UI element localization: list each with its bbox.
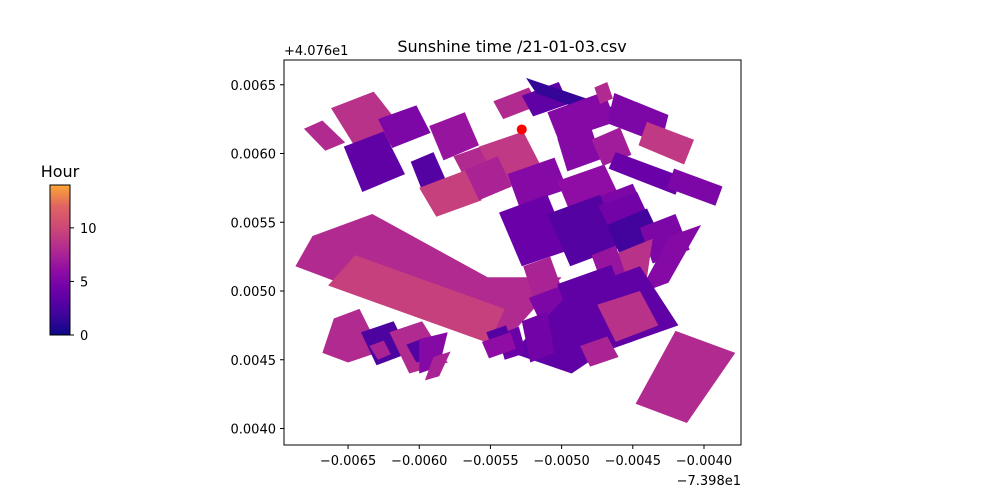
building-34 [328, 255, 505, 344]
building-40 [597, 291, 659, 342]
x-tick-label: −0.0055 [462, 454, 518, 469]
x-tick-label: −0.0050 [533, 454, 589, 469]
colorbar-gradient [49, 184, 71, 336]
building-52 [424, 351, 451, 381]
building-17 [594, 82, 613, 104]
building-53 [635, 330, 736, 423]
building-14 [547, 91, 616, 142]
x-axis: −0.0065 −0.0060 −0.0055 −0.0050 −0.0045 −0.00… [320, 445, 732, 469]
colorbar-tick-label: 10 [80, 222, 97, 237]
axes-frame [283, 59, 742, 446]
x-offset-label: −7.398e1 [677, 474, 741, 489]
y-tick-label: 0.0040 [231, 423, 277, 438]
y-axis: 0.0040 0.0045 0.0050 0.0055 0.0060 0.0065 [231, 79, 284, 438]
building-5 [429, 112, 479, 161]
y-tick-label: 0.0045 [231, 354, 277, 369]
building-16 [638, 121, 694, 165]
chart-title: Sunshine time /21-01-03.csv [397, 37, 626, 56]
building-30 [638, 225, 702, 294]
building-51 [419, 332, 448, 374]
x-tick-label: −0.0060 [391, 454, 447, 469]
y-offset-label: +4.076e1 [284, 44, 348, 59]
building-18 [557, 124, 602, 172]
building-2 [303, 120, 346, 151]
building-42 [521, 311, 555, 363]
y-tick-label: 0.0060 [231, 148, 277, 163]
buildings-layer [295, 77, 736, 423]
y-tick-label: 0.0055 [231, 216, 277, 231]
building-21 [667, 168, 723, 206]
building-3 [343, 131, 405, 192]
building-4 [378, 105, 431, 148]
colorbar-tick-label: 5 [80, 275, 88, 290]
plot-area: −0.0065 −0.0060 −0.0055 −0.0050 −0.0045 −0.00… [231, 59, 742, 469]
colorbar-tick-label: 0 [80, 329, 88, 344]
x-tick-label: −0.0045 [605, 454, 661, 469]
x-tick-label: −0.0065 [320, 454, 376, 469]
building-23 [557, 164, 619, 213]
building-20 [608, 152, 683, 195]
y-tick-label: 0.0050 [231, 285, 277, 300]
observer-marker [516, 124, 527, 135]
building-10 [464, 156, 512, 201]
y-tick-label: 0.0065 [231, 79, 277, 94]
colorbar-title: Hour [41, 162, 80, 181]
building-46 [322, 308, 381, 363]
building-45 [481, 332, 517, 359]
building-9 [419, 170, 482, 217]
colorbar: Hour 0 5 10 [41, 162, 97, 344]
building-48 [369, 340, 391, 360]
building-22 [507, 157, 568, 206]
x-tick-label: −0.0040 [676, 454, 732, 469]
colorbar-ticks: 0 5 10 [70, 222, 97, 344]
building-41 [580, 336, 619, 367]
